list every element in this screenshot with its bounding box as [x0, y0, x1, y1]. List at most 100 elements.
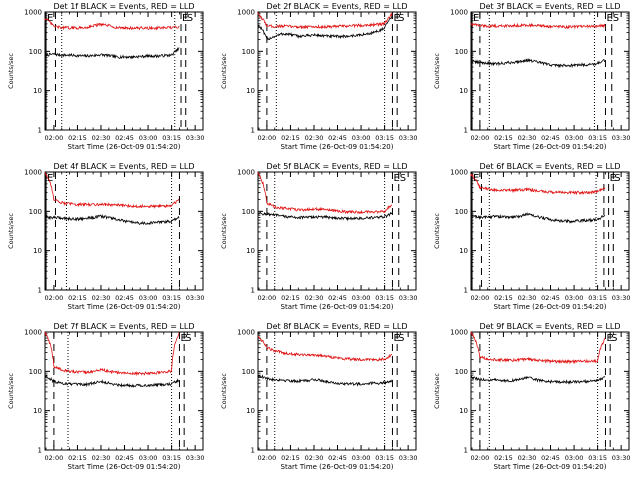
y-tick-label: 1 [464, 447, 468, 455]
time-marker-label: E [606, 333, 612, 344]
x-tick-label: 02:30 [92, 454, 111, 462]
y-tick-label: 1000 [24, 169, 42, 177]
x-tick-label: 03:15 [162, 454, 181, 462]
x-tick-label: 02:30 [92, 294, 111, 302]
time-marker-label: S [398, 13, 404, 24]
x-tick-label: 02:00 [45, 134, 64, 142]
x-tick-label: 03:15 [588, 134, 607, 142]
plot-frame [257, 11, 417, 131]
x-tick-label: 03:15 [588, 454, 607, 462]
x-tick-label: 02:45 [328, 294, 347, 302]
chart-panel-4: Det 4f BLACK = Events, RED = LLD Counts/s… [7, 162, 205, 311]
x-tick-label: 03:15 [162, 134, 181, 142]
x-tick-label: 02:30 [305, 294, 324, 302]
x-axis-label: Start Time (26-Oct-09 01:54:20) [494, 463, 607, 471]
y-tick-label: 10 [33, 407, 42, 415]
x-tick-label: 02:15 [68, 454, 87, 462]
x-axis-label: Start Time (26-Oct-09 01:54:20) [281, 303, 394, 311]
x-tick-label: 02:00 [258, 454, 277, 462]
y-axis-label: Counts/sec [433, 373, 441, 409]
x-tick-label: 03:30 [399, 294, 418, 302]
y-axis-label: Counts/sec [220, 213, 228, 249]
y-tick-label: 10 [33, 87, 42, 95]
x-tick-label: 03:30 [399, 454, 418, 462]
x-tick-label: 02:45 [328, 454, 347, 462]
x-axis-label: Start Time (26-Oct-09 01:54:20) [68, 143, 181, 151]
x-tick-label: 03:00 [565, 454, 584, 462]
lld-series-line [470, 331, 606, 365]
time-marker-label: S [614, 173, 620, 184]
chart-panel-8: Det 8f BLACK = Events, RED = LLD Counts/s… [220, 322, 418, 471]
lld-series-line [44, 172, 180, 209]
y-tick-label: 10 [459, 407, 468, 415]
y-axis-label: Counts/sec [433, 213, 441, 249]
y-tick-label: 1000 [24, 329, 42, 337]
time-marker-label: S [185, 333, 191, 344]
events-series-line [257, 211, 393, 222]
y-tick-label: 100 [455, 48, 468, 56]
x-tick-label: 02:45 [115, 454, 134, 462]
x-tick-label: 02:15 [68, 134, 87, 142]
x-tick-label: 02:45 [541, 294, 560, 302]
lld-series-line [44, 331, 180, 377]
chart-panel-6: Det 6f BLACK = Events, RED = LLD Counts/s… [433, 162, 631, 311]
y-tick-label: 10 [33, 247, 42, 255]
events-series-line [470, 212, 606, 224]
y-axis-label: Counts/sec [220, 53, 228, 89]
x-tick-label: 03:30 [612, 134, 631, 142]
chart-panel-5: Det 5f BLACK = Events, RED = LLD Counts/s… [220, 162, 418, 311]
x-tick-label: 02:15 [281, 454, 300, 462]
x-tick-label: 03:00 [139, 454, 158, 462]
y-tick-label: 100 [455, 368, 468, 376]
plot-frame [44, 171, 204, 291]
y-tick-label: 100 [29, 208, 42, 216]
x-tick-label: 03:30 [399, 134, 418, 142]
x-tick-label: 02:30 [92, 134, 111, 142]
events-series-line [257, 14, 393, 41]
time-marker-label: E [393, 13, 399, 24]
time-marker-label: S [613, 13, 619, 24]
y-tick-label: 1 [464, 287, 468, 295]
x-tick-label: 03:00 [352, 454, 371, 462]
events-series-line [44, 46, 180, 60]
x-axis-label: Start Time (26-Oct-09 01:54:20) [281, 143, 394, 151]
x-tick-label: 02:00 [471, 454, 490, 462]
time-marker-label: E [393, 173, 399, 184]
lld-series-line [257, 335, 393, 362]
x-tick-label: 02:45 [541, 134, 560, 142]
x-tick-label: 02:15 [494, 134, 513, 142]
chart-panel-3: Det 3f BLACK = Events, RED = LLD Counts/s… [433, 2, 631, 151]
chart-title: Det 6f BLACK = Events, RED = LLD [479, 162, 620, 171]
time-marker-label: S [187, 13, 193, 24]
y-tick-label: 1000 [450, 329, 468, 337]
y-tick-label: 1000 [237, 169, 255, 177]
chart-title: Det 8f BLACK = Events, RED = LLD [266, 322, 407, 331]
x-axis-label: Start Time (26-Oct-09 01:54:20) [494, 143, 607, 151]
chart-panel-7: Det 7f BLACK = Events, RED = LLD Counts/s… [7, 322, 205, 471]
x-axis-label: Start Time (26-Oct-09 01:54:20) [68, 303, 181, 311]
chart-title: Det 7f BLACK = Events, RED = LLD [53, 322, 194, 331]
x-tick-label: 02:15 [68, 294, 87, 302]
x-tick-label: 03:15 [588, 294, 607, 302]
lld-series-line [257, 172, 393, 215]
y-tick-label: 10 [246, 87, 255, 95]
y-tick-label: 1000 [450, 9, 468, 17]
y-tick-label: 1 [38, 447, 42, 455]
x-axis-label: Start Time (26-Oct-09 01:54:20) [494, 303, 607, 311]
x-tick-label: 03:00 [139, 134, 158, 142]
lld-series-line [470, 22, 606, 30]
x-tick-label: 03:30 [612, 454, 631, 462]
time-marker-label: E [606, 13, 612, 24]
x-tick-label: 03:15 [375, 134, 394, 142]
x-tick-label: 03:30 [186, 134, 205, 142]
plot-frame [470, 171, 630, 291]
time-marker-label: E [473, 173, 479, 184]
x-tick-label: 02:45 [328, 134, 347, 142]
time-marker-label: S [400, 173, 406, 184]
x-tick-label: 02:15 [494, 454, 513, 462]
time-marker-label: E [473, 13, 479, 24]
y-tick-label: 1 [38, 287, 42, 295]
x-tick-label: 02:15 [281, 134, 300, 142]
y-tick-label: 100 [455, 208, 468, 216]
